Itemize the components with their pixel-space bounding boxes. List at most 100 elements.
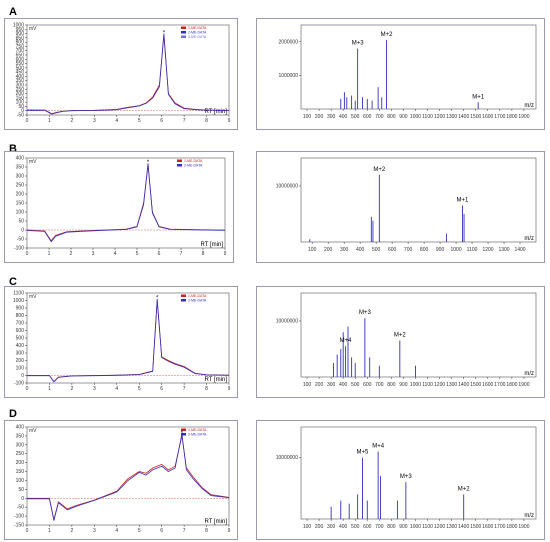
peak-annotation: M+2 — [458, 486, 471, 492]
y-tick-label: 300 — [16, 442, 25, 448]
y-tick-label: 550 — [16, 61, 25, 67]
x-tick-label: 3 — [92, 251, 95, 257]
x-tick-label: 4 — [115, 528, 118, 534]
plot-area — [300, 292, 537, 378]
x-tick-label: 400 — [356, 247, 365, 253]
x-tick-label: 2 — [70, 528, 73, 534]
x-tick-label: 0 — [26, 528, 29, 534]
x-tick-label: 2 — [70, 386, 73, 392]
x-tick-label: 500 — [372, 247, 381, 253]
x-tick-label: 1500 — [470, 114, 481, 120]
y-tick-label: 100 — [16, 478, 25, 484]
mass-spectrum-c: 100 200 300 400 500 600 700 800 900 1000 1100 1200 1… — [256, 286, 545, 398]
x-tick-label: 4 — [115, 118, 118, 124]
plot-area — [300, 157, 537, 243]
x-tick-label: 1900 — [518, 524, 529, 530]
y-tick-label: 250 — [16, 183, 25, 189]
y-tick-label: 100 — [16, 366, 25, 372]
legend-label: 2-ME-DATA — [184, 164, 203, 168]
y-tick-label: 0 — [21, 373, 24, 379]
y-axis-label: mV — [29, 159, 37, 165]
x-tick-label: 300 — [340, 247, 349, 253]
legend-label: 1-ME-DATA — [188, 428, 207, 432]
x-tick-label: 700 — [375, 382, 384, 388]
x-tick-label: 300 — [327, 114, 336, 120]
legend-label: 1-ME-DATA — [184, 159, 203, 163]
x-tick-label: 1 — [48, 528, 51, 534]
x-tick-label: 500 — [351, 382, 360, 388]
x-tick-label: 400 — [339, 382, 348, 388]
x-tick-label: 7 — [183, 386, 186, 392]
y-tick-label: 300 — [16, 83, 25, 89]
x-tick-label: 200 — [324, 247, 333, 253]
x-tick-label: 1400 — [514, 247, 525, 253]
x-tick-label: 900 — [436, 247, 445, 253]
chart-svg: 100 200 300 400 500 600 700 800 900 1000 1100 1200 1… — [276, 157, 537, 253]
y-tick-label: 250 — [16, 87, 25, 93]
x-axis-label: RT [min] — [201, 242, 224, 248]
y-tick-label: 400 — [16, 343, 25, 349]
peak-marker: * — [163, 30, 166, 36]
plot-area — [300, 24, 537, 110]
y-tick-label: 10000000 — [276, 319, 298, 325]
x-tick-label: 200 — [315, 114, 324, 120]
x-tick-label: 1300 — [446, 114, 457, 120]
series-line — [27, 435, 230, 521]
y-tick-label: -50 — [17, 113, 24, 119]
x-tick-label: 8 — [205, 386, 208, 392]
x-tick-label: 5 — [136, 251, 139, 257]
x-tick-label: 1700 — [494, 114, 505, 120]
y-tick-label: 950 — [16, 27, 25, 33]
peak-annotation: M+1 — [457, 198, 470, 204]
x-tick-label: 1200 — [434, 524, 445, 530]
y-tick-label: 1000 — [13, 23, 24, 29]
plot-area — [300, 426, 537, 520]
y-tick-label: 1100 — [13, 291, 24, 297]
x-tick-label: 1700 — [494, 524, 505, 530]
x-tick-label: 9 — [224, 251, 227, 257]
legend-swatch — [181, 31, 186, 34]
x-axis-label: m/z — [524, 513, 534, 519]
x-tick-label: 1300 — [446, 524, 457, 530]
y-tick-label: -100 — [14, 514, 24, 520]
x-tick-label: 5 — [138, 528, 141, 534]
legend-swatch — [177, 164, 182, 167]
mass-spectrum-d: 100 200 300 400 500 600 700 800 900 1000 1100 1200 1… — [256, 420, 545, 540]
y-tick-label: 500 — [16, 336, 25, 342]
y-axis-label: mV — [29, 26, 37, 32]
x-tick-label: 300 — [327, 524, 336, 530]
x-tick-label: 100 — [303, 382, 312, 388]
y-tick-label: 150 — [16, 469, 25, 475]
chart-svg: 100 200 300 400 500 600 700 800 900 1000 1100 1200 1… — [276, 292, 537, 388]
x-tick-label: 500 — [351, 524, 360, 530]
legend-swatch — [181, 35, 186, 38]
y-tick-label: 600 — [16, 328, 25, 334]
y-tick-label: -100 — [14, 246, 24, 252]
x-tick-label: 1200 — [482, 247, 493, 253]
peak-annotation: M+3 — [359, 310, 372, 316]
x-tick-label: 1000 — [410, 524, 421, 530]
x-tick-label: 1600 — [482, 524, 493, 530]
legend-swatch — [181, 428, 186, 431]
x-tick-label: 8 — [205, 118, 208, 124]
x-tick-label: 700 — [404, 247, 413, 253]
panel-letter-a: A — [9, 6, 17, 18]
x-tick-label: 6 — [160, 118, 163, 124]
x-tick-label: 9 — [228, 528, 231, 534]
x-tick-label: 1400 — [458, 382, 469, 388]
legend-swatch — [181, 294, 186, 297]
x-tick-label: 1100 — [422, 114, 433, 120]
x-tick-label: 1200 — [434, 382, 445, 388]
x-tick-label: 100 — [303, 524, 312, 530]
x-tick-label: 0 — [26, 251, 29, 257]
series-line — [27, 433, 230, 521]
peak-annotation: M+4 — [340, 338, 353, 344]
y-tick-label: 100 — [16, 100, 25, 106]
x-tick-label: 1800 — [506, 114, 517, 120]
legend-label: 2-ME-DATA — [188, 299, 207, 303]
x-tick-label: 1100 — [467, 247, 478, 253]
y-tick-label: 250 — [16, 451, 25, 457]
peak-annotation: M+5 — [357, 450, 370, 456]
x-tick-label: 800 — [387, 114, 396, 120]
chart-svg: 0 1 2 3 4 5 6 7 8 9 -150 -100 -50 0 50 100 150 200 250 300 3… — [14, 425, 231, 535]
